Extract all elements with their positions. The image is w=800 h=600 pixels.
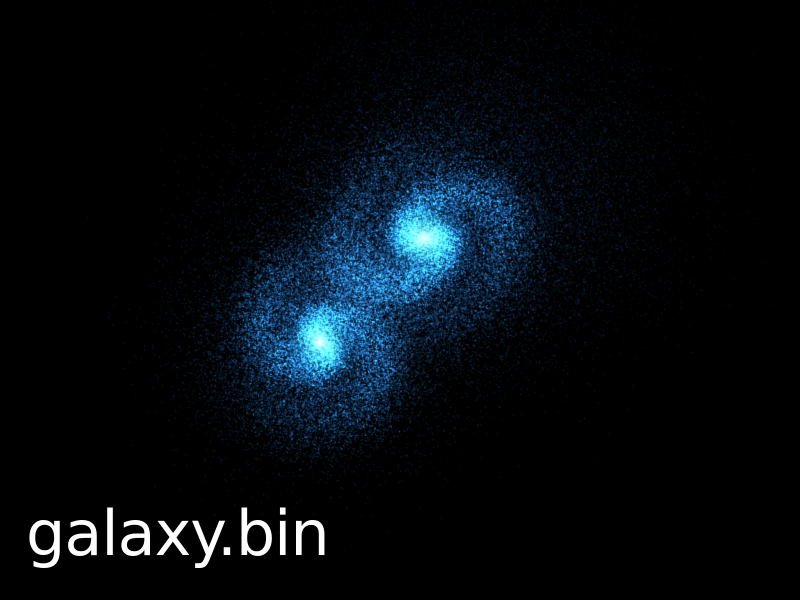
filename-label: galaxy.bin (26, 497, 330, 570)
